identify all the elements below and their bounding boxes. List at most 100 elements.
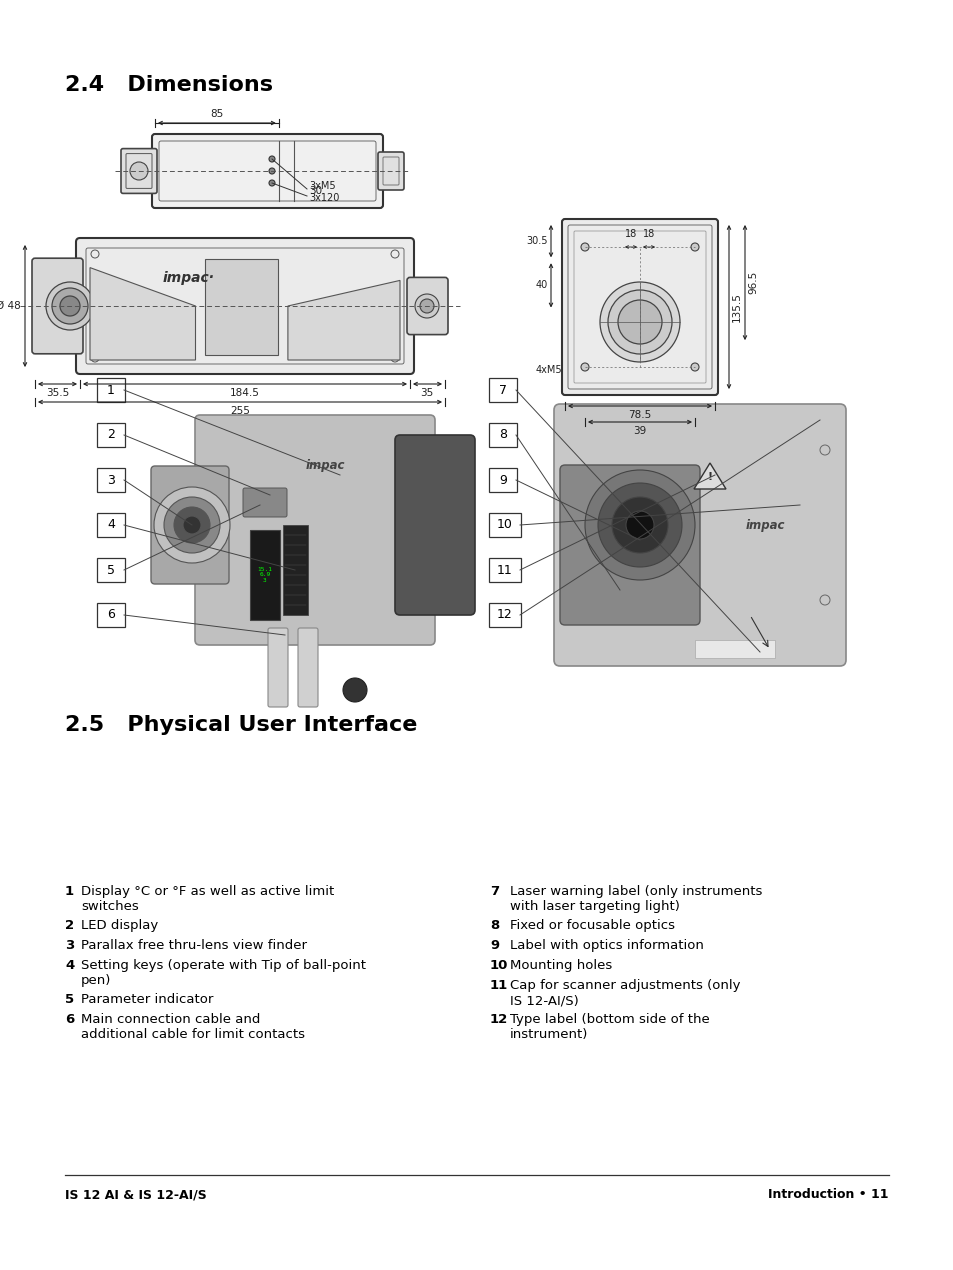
Text: Cap for scanner adjustments (only
IS 12-AI/S): Cap for scanner adjustments (only IS 12-… — [510, 979, 740, 1007]
Circle shape — [343, 678, 367, 702]
Text: 1: 1 — [107, 384, 114, 396]
Text: 40: 40 — [536, 281, 547, 291]
Circle shape — [580, 363, 588, 371]
Text: 4xM5: 4xM5 — [535, 364, 561, 375]
Text: impac·: impac· — [162, 271, 214, 284]
Bar — [695, 640, 774, 658]
FancyBboxPatch shape — [76, 237, 414, 373]
Circle shape — [164, 497, 220, 552]
FancyBboxPatch shape — [297, 627, 317, 707]
Text: 3: 3 — [107, 474, 114, 486]
Text: Main connection cable and
additional cable for limit contacts: Main connection cable and additional cab… — [81, 1013, 305, 1041]
Text: Setting keys (operate with Tip of ball-point
pen): Setting keys (operate with Tip of ball-p… — [81, 959, 366, 987]
Text: 3xM5
3x120: 3xM5 3x120 — [309, 182, 339, 203]
Text: 6: 6 — [65, 1013, 74, 1026]
Polygon shape — [288, 281, 399, 359]
Text: 78.5: 78.5 — [628, 410, 651, 420]
Text: Display °C or °F as well as active limit
switches: Display °C or °F as well as active limit… — [81, 885, 334, 913]
Circle shape — [60, 296, 80, 316]
Text: 6: 6 — [107, 608, 114, 621]
Text: 2.4   Dimensions: 2.4 Dimensions — [65, 75, 273, 95]
FancyBboxPatch shape — [377, 152, 403, 190]
Text: 12: 12 — [490, 1013, 508, 1026]
Circle shape — [580, 243, 588, 251]
FancyBboxPatch shape — [407, 277, 448, 334]
Text: impac: impac — [744, 518, 784, 532]
Text: Parameter indicator: Parameter indicator — [81, 993, 213, 1006]
Circle shape — [269, 156, 274, 163]
Text: Label with optics information: Label with optics information — [510, 939, 703, 952]
Text: 8: 8 — [498, 428, 506, 442]
FancyBboxPatch shape — [194, 415, 435, 645]
Text: 15.1
6.9
3: 15.1 6.9 3 — [257, 566, 273, 583]
Text: 135.5: 135.5 — [731, 292, 741, 321]
Text: 11: 11 — [490, 979, 508, 992]
Circle shape — [612, 497, 667, 552]
FancyBboxPatch shape — [97, 469, 125, 491]
Text: 85: 85 — [210, 109, 223, 119]
FancyBboxPatch shape — [489, 469, 517, 491]
FancyBboxPatch shape — [554, 404, 845, 665]
Text: 30: 30 — [309, 185, 322, 196]
FancyBboxPatch shape — [97, 423, 125, 447]
Text: 35: 35 — [420, 389, 434, 398]
Circle shape — [46, 282, 94, 330]
Circle shape — [173, 507, 210, 544]
Text: Laser warning label (only instruments
with laser targeting light): Laser warning label (only instruments wi… — [510, 885, 761, 913]
FancyBboxPatch shape — [243, 488, 287, 517]
Circle shape — [153, 486, 230, 563]
Text: Fixed or focusable optics: Fixed or focusable optics — [510, 919, 675, 932]
Circle shape — [599, 282, 679, 362]
Text: 2.5   Physical User Interface: 2.5 Physical User Interface — [65, 715, 417, 735]
Text: Type label (bottom side of the
instrument): Type label (bottom side of the instrumen… — [510, 1013, 709, 1041]
Bar — [250, 530, 280, 620]
Text: 4: 4 — [65, 959, 74, 972]
Text: Introduction • 11: Introduction • 11 — [768, 1187, 888, 1201]
Text: !: ! — [707, 472, 712, 483]
Circle shape — [415, 293, 438, 318]
Text: Mounting holes: Mounting holes — [510, 959, 612, 972]
Text: 18: 18 — [624, 229, 637, 239]
Text: 9: 9 — [490, 939, 498, 952]
Text: 4: 4 — [107, 518, 114, 532]
Circle shape — [618, 300, 661, 344]
FancyBboxPatch shape — [97, 603, 125, 627]
FancyBboxPatch shape — [97, 558, 125, 582]
Text: 11: 11 — [497, 564, 513, 577]
Circle shape — [269, 168, 274, 174]
Text: 184.5: 184.5 — [230, 389, 259, 398]
Circle shape — [183, 516, 201, 533]
FancyBboxPatch shape — [395, 436, 475, 615]
Circle shape — [690, 243, 699, 251]
FancyBboxPatch shape — [32, 258, 83, 354]
Bar — [205, 259, 277, 354]
Text: 96.5: 96.5 — [747, 271, 758, 295]
Text: 8: 8 — [490, 919, 498, 932]
Text: 9: 9 — [498, 474, 506, 486]
Circle shape — [690, 363, 699, 371]
Text: 35.5: 35.5 — [46, 389, 69, 398]
FancyBboxPatch shape — [489, 378, 517, 403]
FancyBboxPatch shape — [97, 513, 125, 537]
Circle shape — [130, 163, 148, 180]
Text: 2: 2 — [65, 919, 74, 932]
Text: 3: 3 — [65, 939, 74, 952]
Text: 10: 10 — [490, 959, 508, 972]
FancyBboxPatch shape — [489, 423, 517, 447]
Text: 7: 7 — [498, 384, 506, 396]
FancyBboxPatch shape — [97, 378, 125, 403]
Text: 2: 2 — [107, 428, 114, 442]
Circle shape — [607, 290, 671, 354]
Text: 5: 5 — [65, 993, 74, 1006]
FancyBboxPatch shape — [559, 465, 700, 625]
Text: impac: impac — [305, 458, 344, 471]
Text: IS 12 AI & IS 12-AI/S: IS 12 AI & IS 12-AI/S — [65, 1187, 207, 1201]
FancyBboxPatch shape — [489, 603, 520, 627]
FancyBboxPatch shape — [152, 135, 382, 208]
FancyBboxPatch shape — [268, 627, 288, 707]
Circle shape — [52, 288, 88, 324]
FancyBboxPatch shape — [121, 149, 157, 193]
FancyBboxPatch shape — [561, 218, 718, 395]
Text: 1: 1 — [65, 885, 74, 898]
Text: Ø 48: Ø 48 — [0, 301, 21, 311]
